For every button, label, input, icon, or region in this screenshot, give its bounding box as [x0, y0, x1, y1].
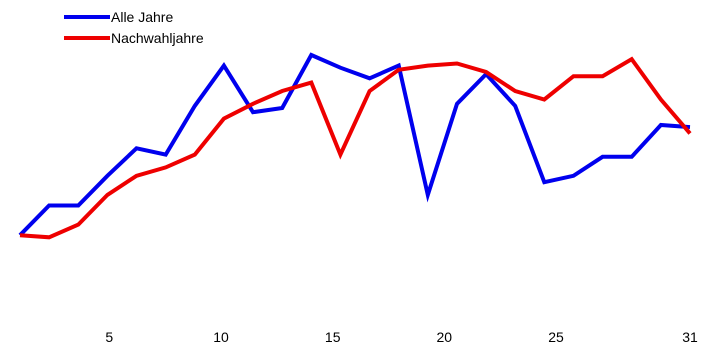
x-tick-label: 20 [437, 329, 453, 345]
x-tick-label: 31 [682, 329, 698, 345]
x-tick-label: 25 [548, 329, 564, 345]
legend-label-2: Nachwahljahre [111, 30, 204, 46]
x-tick-label: 15 [325, 329, 341, 345]
x-axis-ticks: 5 10 15 20 25 31 [105, 329, 698, 345]
series-line-2 [19, 56, 692, 240]
series-line-1 [18, 52, 691, 237]
x-tick-label: 10 [213, 329, 229, 345]
legend: Alle Jahre Nachwahljahre [64, 9, 204, 46]
legend-label-1: Alle Jahre [111, 9, 173, 25]
series-layer [18, 52, 692, 240]
x-tick-label: 5 [105, 329, 113, 345]
